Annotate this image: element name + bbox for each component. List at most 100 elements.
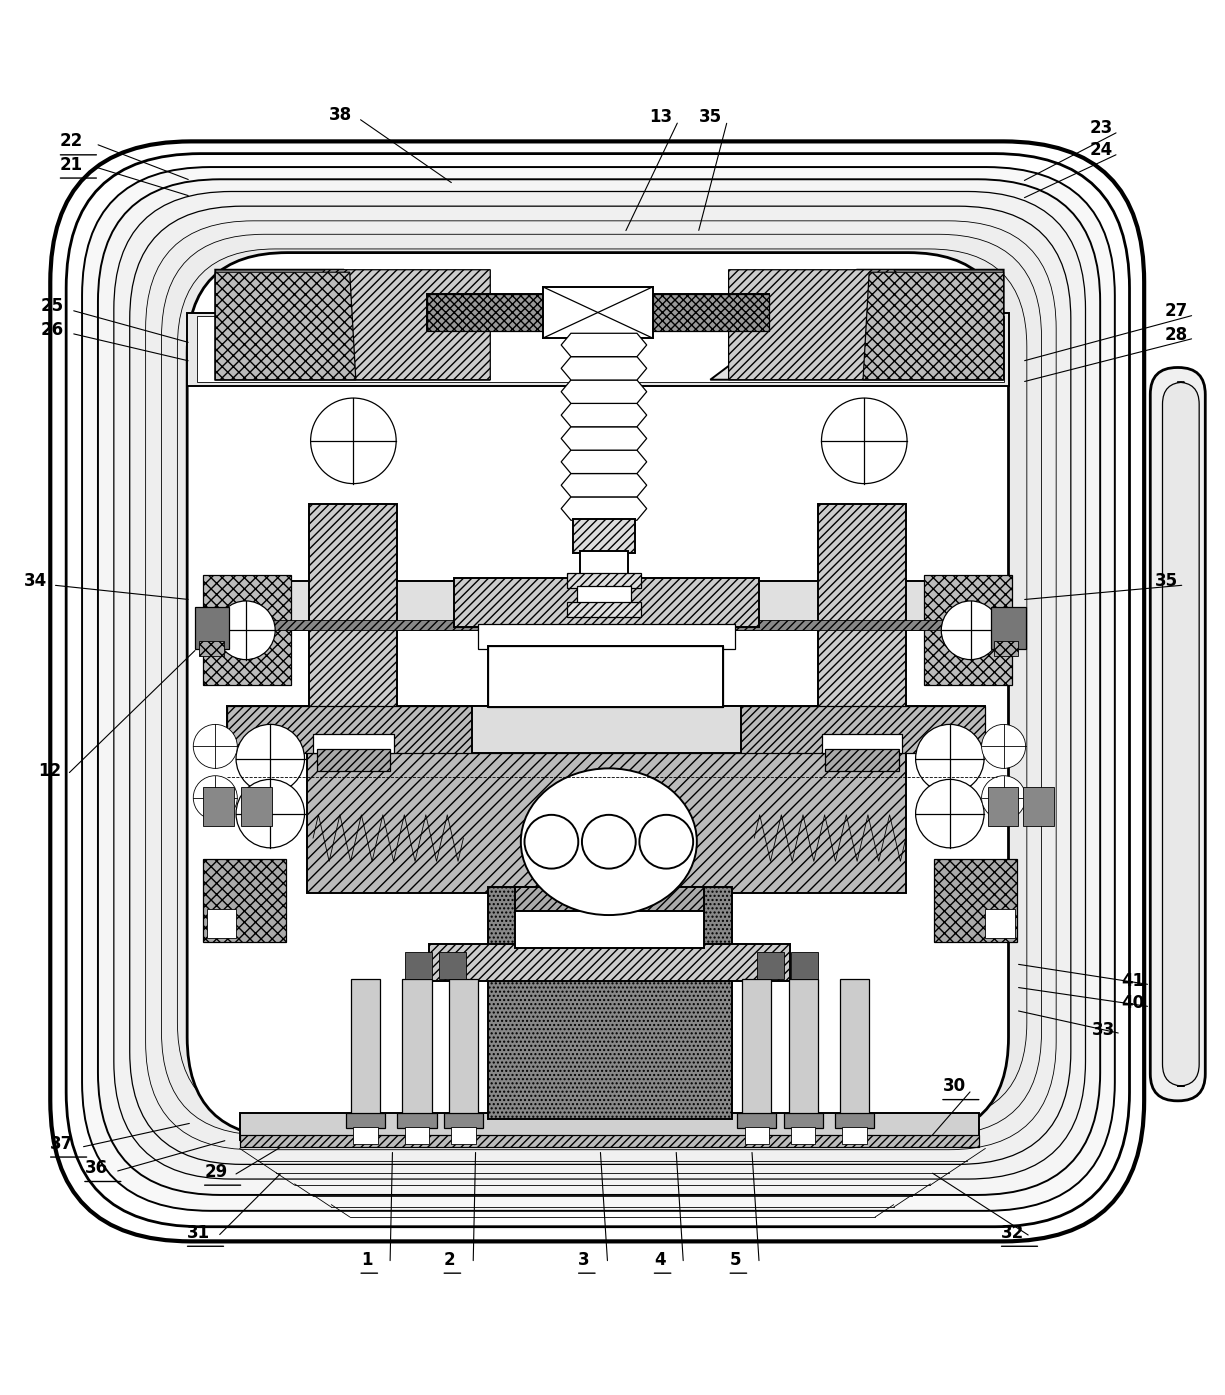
FancyBboxPatch shape bbox=[187, 252, 1008, 1137]
Bar bbox=[453, 578, 760, 626]
Text: 27: 27 bbox=[1165, 303, 1188, 321]
Bar bbox=[826, 749, 898, 771]
Bar bbox=[195, 607, 229, 649]
Bar bbox=[742, 979, 772, 1119]
Bar bbox=[310, 505, 397, 737]
Bar bbox=[478, 624, 735, 649]
Bar bbox=[933, 859, 1017, 942]
Polygon shape bbox=[561, 451, 647, 473]
Text: 33: 33 bbox=[1091, 1021, 1115, 1039]
Bar bbox=[1023, 787, 1054, 826]
Bar bbox=[451, 1127, 475, 1144]
Circle shape bbox=[639, 815, 693, 869]
Text: 4: 4 bbox=[654, 1251, 665, 1268]
Bar bbox=[567, 573, 641, 587]
Circle shape bbox=[582, 815, 636, 869]
Circle shape bbox=[915, 780, 984, 848]
Text: 2: 2 bbox=[443, 1251, 456, 1268]
Text: 26: 26 bbox=[40, 321, 64, 339]
Bar bbox=[207, 910, 236, 939]
Circle shape bbox=[915, 724, 984, 792]
Polygon shape bbox=[561, 497, 647, 520]
Circle shape bbox=[941, 601, 1000, 660]
Polygon shape bbox=[561, 427, 647, 451]
Bar bbox=[987, 787, 1018, 826]
Bar bbox=[579, 551, 628, 575]
Text: 38: 38 bbox=[330, 106, 352, 124]
Bar bbox=[187, 312, 1008, 386]
Bar bbox=[993, 642, 1018, 656]
Bar bbox=[216, 621, 997, 631]
Bar bbox=[791, 951, 818, 979]
Text: 1: 1 bbox=[360, 1251, 372, 1268]
Bar bbox=[216, 582, 997, 631]
Circle shape bbox=[981, 776, 1025, 820]
Bar bbox=[203, 575, 292, 685]
Bar bbox=[653, 294, 769, 331]
Polygon shape bbox=[729, 269, 1003, 379]
Bar bbox=[228, 706, 985, 752]
Text: 31: 31 bbox=[187, 1223, 211, 1242]
Bar bbox=[426, 294, 543, 331]
Ellipse shape bbox=[521, 769, 697, 915]
Bar bbox=[345, 1113, 385, 1127]
Circle shape bbox=[981, 724, 1025, 769]
Bar bbox=[443, 1113, 483, 1127]
Bar bbox=[228, 706, 985, 752]
Text: 37: 37 bbox=[50, 1134, 74, 1152]
Polygon shape bbox=[864, 272, 1003, 379]
Circle shape bbox=[236, 724, 305, 792]
FancyBboxPatch shape bbox=[82, 167, 1115, 1211]
Bar bbox=[822, 734, 902, 752]
Text: 41: 41 bbox=[1121, 972, 1144, 990]
Bar bbox=[573, 519, 635, 554]
Bar bbox=[840, 979, 870, 1119]
FancyBboxPatch shape bbox=[178, 248, 1027, 1120]
Bar bbox=[439, 951, 466, 979]
Bar bbox=[543, 287, 653, 338]
Bar bbox=[791, 1127, 816, 1144]
Text: 21: 21 bbox=[60, 156, 83, 173]
Bar bbox=[789, 979, 818, 1119]
FancyBboxPatch shape bbox=[50, 141, 1144, 1242]
Bar bbox=[843, 1127, 867, 1144]
Text: 24: 24 bbox=[1089, 141, 1112, 159]
Circle shape bbox=[822, 398, 906, 484]
Bar bbox=[448, 979, 478, 1119]
Polygon shape bbox=[216, 269, 490, 379]
FancyBboxPatch shape bbox=[66, 153, 1129, 1226]
Text: 22: 22 bbox=[60, 133, 83, 151]
Text: 23: 23 bbox=[1089, 119, 1112, 137]
Text: 25: 25 bbox=[40, 297, 64, 315]
FancyBboxPatch shape bbox=[146, 220, 1056, 1149]
Circle shape bbox=[524, 815, 578, 869]
Bar bbox=[429, 944, 790, 981]
Bar bbox=[577, 586, 631, 605]
FancyBboxPatch shape bbox=[162, 234, 1041, 1136]
Bar bbox=[317, 749, 390, 771]
Text: 29: 29 bbox=[205, 1162, 228, 1180]
Polygon shape bbox=[710, 269, 1003, 379]
Bar bbox=[203, 787, 234, 826]
Circle shape bbox=[194, 724, 238, 769]
Polygon shape bbox=[561, 403, 647, 427]
Bar bbox=[200, 642, 224, 656]
Bar bbox=[353, 1127, 377, 1144]
Bar bbox=[314, 734, 393, 752]
Text: 35: 35 bbox=[1155, 572, 1178, 590]
Text: 30: 30 bbox=[942, 1077, 965, 1095]
Bar bbox=[203, 859, 287, 942]
Bar bbox=[472, 706, 741, 752]
Bar bbox=[402, 979, 431, 1119]
Bar bbox=[985, 910, 1014, 939]
Polygon shape bbox=[561, 379, 647, 403]
Bar bbox=[240, 1136, 979, 1147]
Bar bbox=[488, 646, 723, 707]
Text: 40: 40 bbox=[1121, 995, 1144, 1011]
Text: 36: 36 bbox=[85, 1159, 108, 1177]
Bar bbox=[835, 1113, 875, 1127]
Polygon shape bbox=[561, 357, 647, 379]
Text: 3: 3 bbox=[578, 1251, 590, 1268]
Bar bbox=[757, 951, 784, 979]
Bar bbox=[241, 787, 272, 826]
